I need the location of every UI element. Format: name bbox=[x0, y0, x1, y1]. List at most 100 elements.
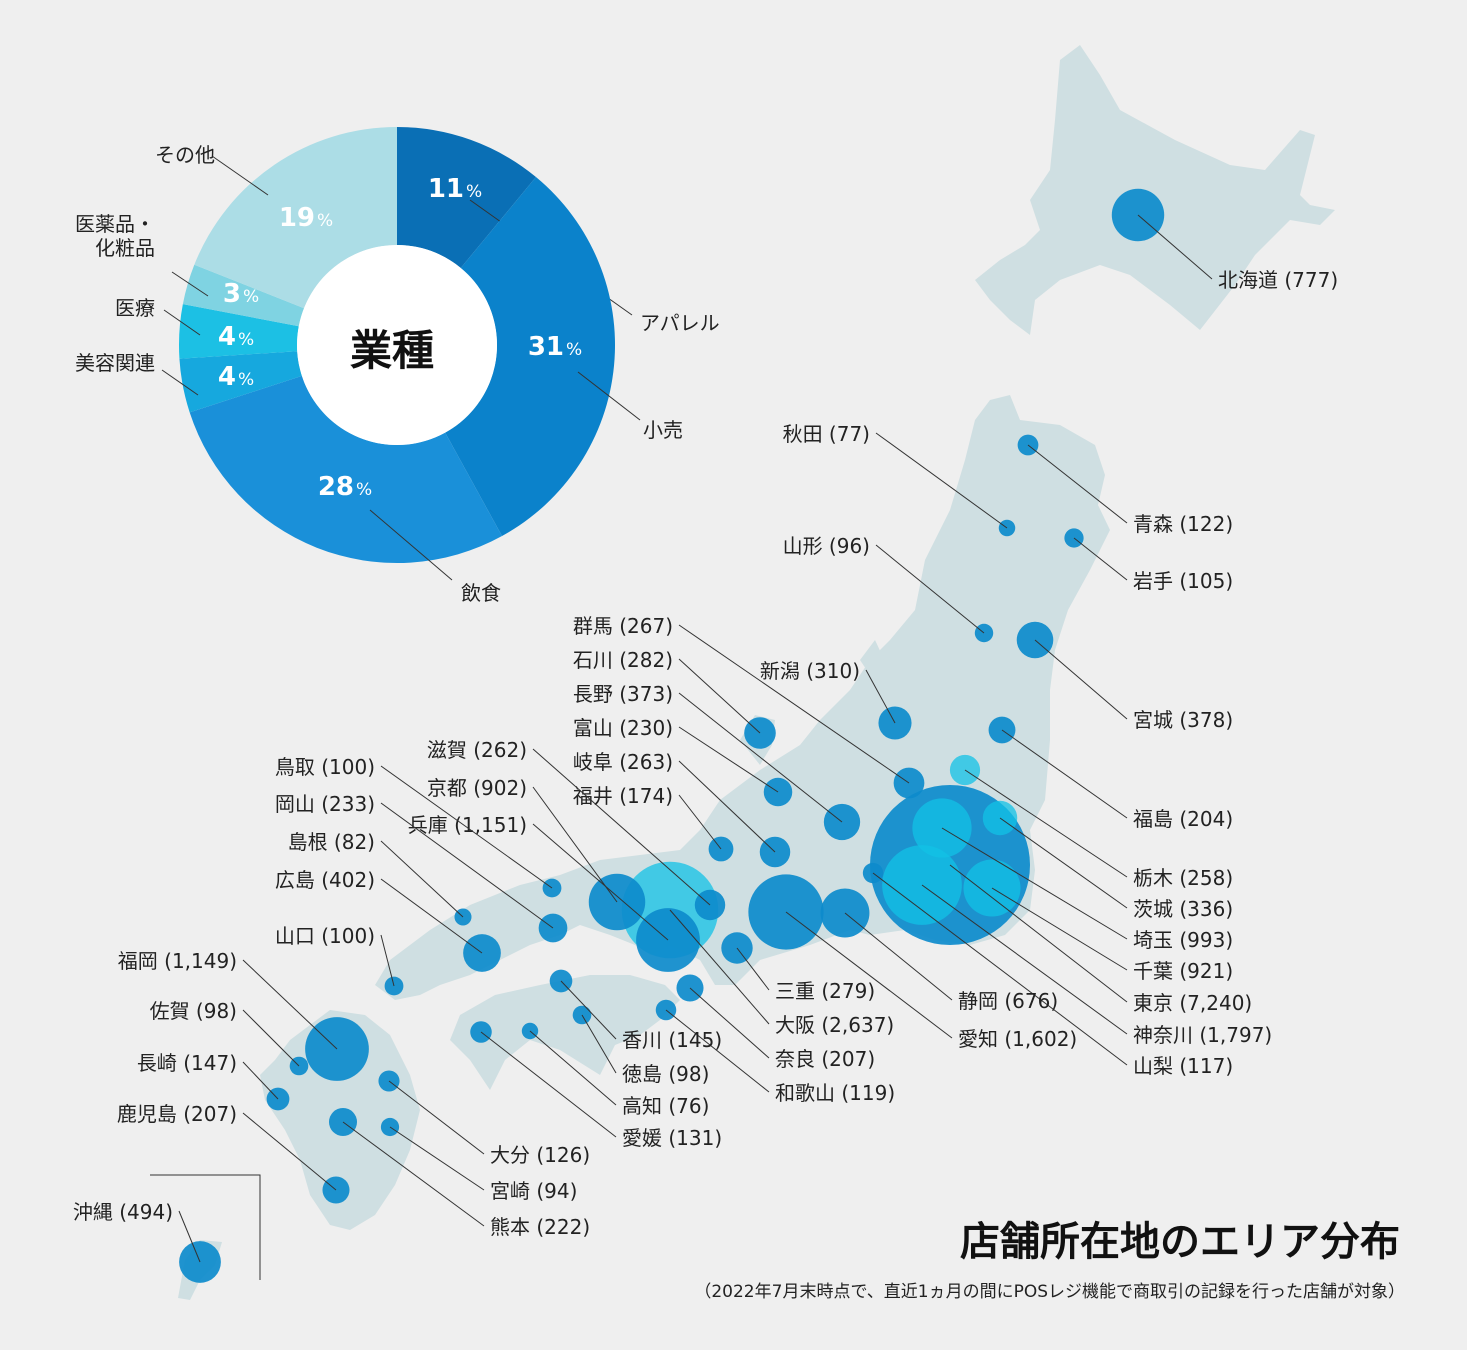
bubble-leader-line bbox=[872, 872, 1128, 1066]
bubble-leader-line bbox=[678, 658, 761, 734]
donut-slice bbox=[179, 304, 299, 359]
bubble-leader-line bbox=[678, 692, 843, 823]
bubble-label: 熊本 (222) bbox=[490, 1215, 590, 1239]
bubble-leader-line bbox=[669, 909, 770, 1025]
bubble-label: 宮崎 (94) bbox=[490, 1179, 577, 1203]
industry-donut-chart: アパレル 11 % 小売 31 % 飲食 28 % 美容関連 4 % 医療 4 % 医薬品・化粧品 3 % その他 1… bbox=[75, 127, 720, 605]
bubble-label: 長崎 (147) bbox=[137, 1051, 237, 1075]
bubble-label: 大阪 (2,637) bbox=[775, 1013, 894, 1037]
bubble-leader-line bbox=[1001, 729, 1128, 819]
bubble-leader-line bbox=[380, 802, 554, 929]
bubble-leader-line bbox=[380, 840, 464, 918]
slice-percent: 3% bbox=[223, 279, 259, 309]
bubble-leader-line bbox=[581, 1014, 617, 1074]
bubble-label: 東京 (7,240) bbox=[1133, 991, 1252, 1015]
bubble-label: 滋賀 (262) bbox=[427, 738, 527, 762]
bubble-label: 群馬 (267) bbox=[573, 614, 673, 638]
bubble-leader-line bbox=[875, 432, 1008, 529]
bubble-leader-line bbox=[1073, 537, 1128, 581]
bubble-leader-line bbox=[532, 823, 669, 941]
bubble-label: 三重 (279) bbox=[775, 979, 875, 1003]
bubble-leader-line bbox=[529, 1030, 617, 1106]
bubble-label: 秋田 (77) bbox=[783, 422, 870, 446]
bubble-leader-line bbox=[736, 947, 770, 991]
bubble-leader-line bbox=[380, 878, 483, 954]
bubble-label: 愛媛 (131) bbox=[622, 1126, 722, 1150]
bubble-label: 北海道 (777) bbox=[1218, 268, 1338, 292]
bubble-label: 千葉 (921) bbox=[1133, 959, 1233, 983]
slice-leader-line bbox=[161, 369, 199, 396]
bubble-leader-line bbox=[844, 912, 953, 1001]
okinawa-inset-frame bbox=[150, 1174, 261, 1280]
bubble-leader-line bbox=[921, 884, 1128, 1035]
bubble-leader-line bbox=[242, 959, 338, 1050]
bubble-leader-line bbox=[380, 934, 395, 987]
bubble-label: 広島 (402) bbox=[275, 868, 375, 892]
bubble-label: 宮城 (378) bbox=[1133, 708, 1233, 732]
chart-title: 店舗所在地のエリア分布 bbox=[960, 1219, 1400, 1265]
bubble-label: 栃木 (258) bbox=[1133, 866, 1233, 890]
donut-slice bbox=[182, 264, 305, 327]
slice-label: その他 bbox=[155, 143, 215, 167]
bubble-label: 佐賀 (98) bbox=[150, 999, 237, 1023]
bubble-leader-line bbox=[991, 887, 1128, 971]
slice-percent: 11% bbox=[428, 174, 482, 204]
donut-hole bbox=[297, 245, 497, 445]
bubble-leader-line bbox=[380, 765, 553, 889]
bubble-label: 青森 (122) bbox=[1133, 512, 1233, 536]
slice-percent: 31% bbox=[528, 332, 582, 362]
land-shikoku bbox=[450, 975, 680, 1090]
bubble-leader-line bbox=[689, 987, 770, 1059]
bubble-leader-line bbox=[532, 748, 711, 906]
slice-leader-line bbox=[163, 309, 201, 336]
bubble-leader-line bbox=[178, 1210, 201, 1263]
slice-label: 小売 bbox=[643, 418, 683, 442]
bubble-leader-line bbox=[665, 1009, 770, 1093]
bubble-leader-line bbox=[678, 794, 722, 850]
bubble-leader-line bbox=[242, 1061, 279, 1100]
bubble-leader-line bbox=[964, 769, 1128, 878]
bubble-label: 鹿児島 (207) bbox=[117, 1102, 237, 1126]
bubble-label: 岐阜 (263) bbox=[573, 750, 673, 774]
bubble-label: 島根 (82) bbox=[288, 830, 375, 854]
land-hokkaido bbox=[975, 45, 1335, 335]
bubble-leader-line bbox=[242, 1009, 300, 1067]
bubble-leader-line bbox=[678, 760, 776, 853]
bubble-label: 京都 (902) bbox=[427, 776, 527, 800]
bubble-leader-line bbox=[678, 726, 779, 793]
bubble-label: 鳥取 (100) bbox=[275, 755, 375, 779]
bubble-label: 埼玉 (993) bbox=[1133, 928, 1233, 952]
slice-label: アパレル bbox=[640, 311, 720, 335]
bubble-leader-line bbox=[342, 1121, 485, 1227]
bubble-label: 茨城 (336) bbox=[1133, 897, 1233, 921]
slice-leader-line bbox=[369, 509, 453, 581]
slice-leader-line bbox=[171, 271, 209, 297]
donut-slice bbox=[194, 127, 397, 309]
bubble-label: 神奈川 (1,797) bbox=[1133, 1023, 1272, 1047]
bubble-label: 静岡 (676) bbox=[958, 989, 1058, 1013]
bubble-label: 奈良 (207) bbox=[775, 1047, 875, 1071]
slice-leader-line bbox=[577, 371, 641, 421]
donut-slice bbox=[189, 375, 503, 563]
bubble-label: 岡山 (233) bbox=[275, 792, 375, 816]
bubble-leader-line bbox=[1027, 444, 1128, 524]
slice-percent: 19% bbox=[279, 203, 333, 233]
slice-percent: 28% bbox=[318, 472, 372, 502]
slice-leader-line bbox=[211, 155, 269, 196]
bubble-label: 香川 (145) bbox=[622, 1028, 722, 1052]
store-bubbles: 北海道 (777) 青森 (122) 岩手 (105) 秋田 (77) 山形 (96) 宮… bbox=[73, 188, 1338, 1283]
bubble-label: 山梨 (117) bbox=[1133, 1054, 1233, 1078]
bubble-leader-line bbox=[865, 669, 896, 724]
bubble-label: 富山 (230) bbox=[573, 716, 673, 740]
bubble-label: 高知 (76) bbox=[622, 1094, 709, 1118]
bubble-leader-line bbox=[1137, 214, 1213, 280]
bubble-label: 石川 (282) bbox=[573, 648, 673, 672]
bubble-label: 山口 (100) bbox=[275, 924, 375, 948]
bubble-leader-line bbox=[560, 980, 617, 1040]
donut-slice bbox=[397, 127, 536, 268]
bubble-leader-line bbox=[999, 817, 1128, 909]
bubble-leader-line bbox=[949, 864, 1128, 1003]
bubble-label: 福島 (204) bbox=[1133, 807, 1233, 831]
bubble-leader-line bbox=[1034, 639, 1128, 720]
bubble-label: 大分 (126) bbox=[490, 1143, 590, 1167]
